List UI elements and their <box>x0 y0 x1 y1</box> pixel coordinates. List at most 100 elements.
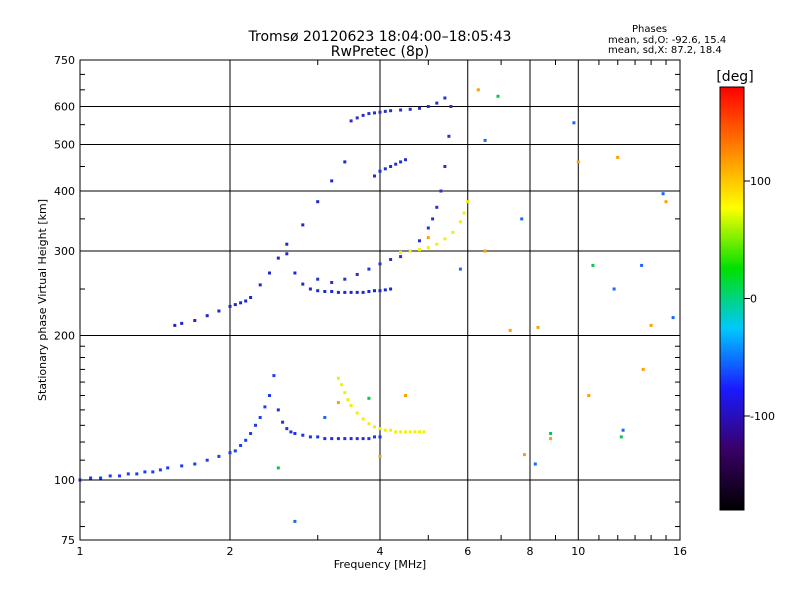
data-point <box>458 267 462 271</box>
data-point <box>549 437 553 441</box>
data-point <box>426 226 430 230</box>
data-point <box>399 250 403 254</box>
data-point <box>293 519 297 523</box>
x-tick-label: 8 <box>527 545 534 558</box>
data-point <box>533 462 537 466</box>
data-point <box>458 220 462 224</box>
data-point <box>389 258 393 261</box>
data-point <box>451 230 455 234</box>
data-point <box>346 398 350 402</box>
data-point <box>336 290 340 294</box>
data-point <box>373 174 376 178</box>
data-point <box>361 437 365 441</box>
data-point <box>166 466 170 470</box>
data-point <box>158 468 162 472</box>
plot-frame <box>79 59 681 541</box>
data-point <box>426 236 430 240</box>
data-point <box>205 314 209 318</box>
data-point <box>378 289 382 293</box>
x-tick-label: 4 <box>377 545 384 558</box>
data-point <box>301 282 305 286</box>
data-point <box>308 287 312 291</box>
data-point <box>443 96 447 100</box>
data-point <box>439 189 443 193</box>
data-point <box>394 162 398 166</box>
data-point <box>640 263 644 267</box>
stats-header: Phases <box>632 24 667 35</box>
data-point <box>373 435 376 439</box>
x-axis-label: Frequency [MHz] <box>334 558 426 571</box>
data-point <box>619 435 623 439</box>
data-point <box>447 134 451 138</box>
data-point <box>276 256 280 260</box>
data-point <box>483 249 487 253</box>
data-point <box>340 383 344 387</box>
data-point <box>349 119 353 123</box>
data-point <box>349 290 353 294</box>
data-point <box>418 248 421 252</box>
data-point <box>466 200 470 204</box>
data-point <box>343 391 347 395</box>
data-point <box>496 94 500 98</box>
stats-line-o: mean, sd,O: -92.6, 15.4 <box>608 35 726 46</box>
data-point <box>367 422 371 426</box>
data-point <box>244 438 248 442</box>
data-point <box>418 239 421 243</box>
data-point <box>476 88 480 92</box>
colorbar-ticks: 100 0 -100 <box>744 175 775 423</box>
data-point <box>316 289 320 293</box>
data-point <box>389 109 393 113</box>
colorbar <box>719 86 745 511</box>
data-point <box>383 167 387 171</box>
data-point <box>276 408 280 412</box>
data-point <box>536 325 540 329</box>
x-tick-label: 1 <box>77 545 84 558</box>
data-point <box>641 367 645 371</box>
data-point <box>249 432 253 435</box>
x-tick-label: 2 <box>227 545 234 558</box>
data-point <box>443 165 447 168</box>
data-point <box>404 158 407 162</box>
data-point <box>435 101 439 105</box>
data-points <box>78 88 675 523</box>
y-tick-label: 750 <box>54 54 75 67</box>
data-point <box>621 428 625 432</box>
data-point <box>572 121 576 125</box>
data-point <box>343 290 347 294</box>
data-point <box>394 430 398 434</box>
colorbar-label: [deg] <box>716 69 753 85</box>
data-point <box>276 466 280 470</box>
data-point <box>349 404 353 407</box>
data-point <box>355 290 359 294</box>
y-tick-label: 400 <box>54 185 75 198</box>
data-point <box>361 113 365 117</box>
data-point <box>258 416 262 419</box>
data-point <box>263 405 267 409</box>
data-point <box>389 165 393 168</box>
data-point <box>520 217 524 221</box>
data-point <box>355 411 359 415</box>
data-point <box>435 205 439 209</box>
y-tick-label: 75 <box>61 534 75 547</box>
data-point <box>330 281 334 284</box>
data-point <box>373 289 376 293</box>
data-point <box>399 160 403 164</box>
data-point <box>193 462 197 466</box>
data-point <box>316 435 320 439</box>
y-tick-label: 500 <box>54 139 75 152</box>
data-point <box>330 290 334 293</box>
data-point <box>233 303 237 307</box>
data-point <box>193 319 197 322</box>
data-point <box>254 423 257 427</box>
data-point <box>664 200 668 204</box>
y-tick-label: 600 <box>54 101 75 114</box>
data-point <box>404 430 407 434</box>
data-point <box>180 464 184 468</box>
data-point <box>272 374 276 378</box>
data-point <box>378 435 382 439</box>
data-point <box>281 420 285 424</box>
data-point <box>135 472 139 476</box>
data-point <box>378 262 382 266</box>
x-tick-label: 10 <box>571 545 585 558</box>
